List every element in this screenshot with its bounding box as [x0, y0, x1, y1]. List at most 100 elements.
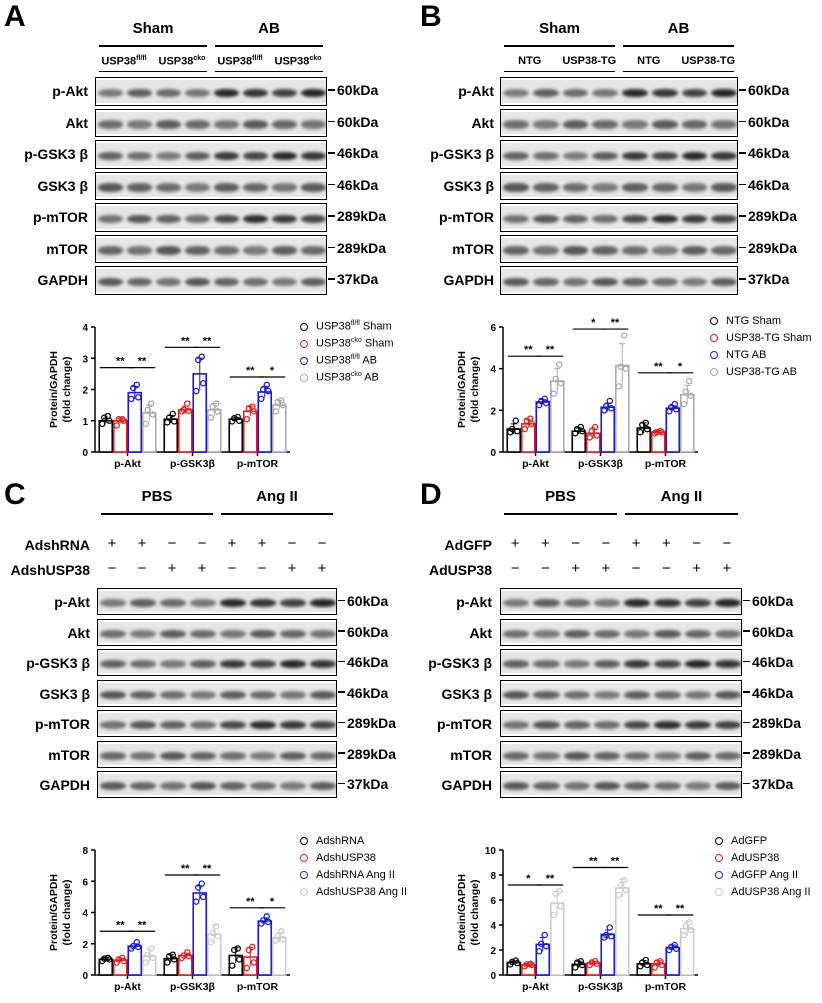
bar — [206, 409, 222, 453]
protein-band — [711, 246, 737, 255]
legend-item: AdGFP Ang II — [715, 866, 811, 883]
protein-band — [272, 120, 297, 129]
data-point — [602, 402, 610, 410]
data-point — [550, 390, 558, 397]
y-axis-label: Protein/GAPDH — [48, 874, 60, 951]
protein-band — [190, 782, 216, 791]
data-point — [667, 403, 675, 411]
protein-band — [714, 660, 741, 669]
kda-tick — [338, 752, 345, 754]
protein-band — [301, 277, 326, 287]
legend-label-base: USP38 — [316, 320, 351, 333]
data-point — [680, 400, 687, 408]
protein-band — [533, 660, 560, 669]
protein-band — [280, 660, 306, 669]
protein-band — [220, 629, 246, 638]
western-blot-gapdh — [500, 266, 738, 295]
protein-band — [562, 120, 589, 129]
protein-band — [156, 120, 181, 129]
protein-band — [651, 151, 678, 161]
legend-item: USP38cko Sham — [300, 335, 394, 352]
lane-label-base: NTG — [518, 55, 542, 67]
panel-letter: D — [420, 478, 442, 511]
data-point — [527, 960, 534, 968]
legend-marker — [300, 836, 308, 845]
protein-band — [301, 120, 326, 129]
western-blot-gsk3β — [97, 679, 337, 707]
lane-label: NTG — [500, 55, 560, 67]
protein-band — [563, 751, 590, 760]
protein-band — [503, 751, 530, 760]
protein-band — [220, 721, 246, 730]
bar — [679, 927, 695, 976]
blot-strip — [501, 621, 741, 643]
treatment-label: AdGFP — [444, 537, 492, 553]
y-tick-label: 2 — [490, 406, 496, 417]
data-point — [142, 959, 150, 966]
western-blot-p-gsk3β — [500, 140, 738, 169]
kda-tick — [739, 183, 746, 186]
protein-band — [220, 660, 246, 669]
kda-tick — [739, 120, 746, 123]
protein-band — [301, 214, 326, 224]
treatment-sign: − — [510, 560, 520, 577]
blot-row-label: Akt — [67, 624, 90, 641]
lane-label-superscript: fl/fl — [252, 55, 263, 62]
protein-band — [503, 88, 529, 98]
western-blot-mtor — [97, 740, 337, 768]
molecular-weight-label: 60kDa — [748, 113, 790, 130]
western-blot-gsk3β — [500, 679, 742, 707]
protein-band — [243, 246, 268, 255]
protein-band — [624, 629, 651, 638]
protein-band — [160, 629, 186, 638]
protein-band — [622, 246, 648, 255]
protein-band — [503, 782, 530, 791]
treatment-sign: − — [197, 535, 207, 552]
treatment-sign: + — [722, 560, 732, 577]
bar — [600, 406, 616, 453]
protein-band — [684, 690, 711, 699]
protein-band — [503, 120, 529, 129]
data-point — [586, 434, 593, 441]
legend-label-base: USP38 — [316, 371, 351, 384]
legend-label-base: USP38-TG Sham — [726, 331, 812, 344]
kda-tick — [743, 782, 750, 784]
kda-tick — [743, 721, 750, 723]
data-point — [194, 356, 202, 364]
kda-tick — [338, 599, 345, 601]
protein-band — [214, 151, 239, 161]
protein-band — [563, 599, 590, 608]
data-point — [130, 942, 137, 950]
protein-band — [190, 599, 216, 608]
data-point — [214, 932, 221, 940]
protein-band — [503, 690, 530, 699]
protein-band — [243, 88, 268, 98]
panel-letter: B — [420, 0, 442, 33]
blot-strip — [501, 206, 737, 229]
protein-band — [563, 690, 590, 699]
legend-marker — [710, 367, 718, 376]
kda-tick — [328, 152, 335, 154]
data-point — [245, 405, 252, 412]
protein-band — [593, 690, 620, 699]
blot-row-label: mTOR — [46, 240, 88, 257]
legend-marker — [300, 322, 308, 331]
data-point — [183, 400, 191, 407]
significance-label: ** — [654, 903, 663, 915]
protein-band — [185, 277, 210, 287]
data-point — [656, 958, 664, 965]
protein-band — [214, 183, 239, 192]
x-tick-label: p-mTOR — [645, 981, 687, 993]
treatment-label: AdshUSP38 — [10, 562, 90, 578]
lane-label-superscript: cko — [309, 55, 322, 62]
data-point — [685, 919, 693, 926]
bar — [112, 959, 128, 976]
y-tick-label: 10 — [485, 846, 497, 857]
treatment-sign: − — [287, 535, 297, 552]
protein-band — [185, 183, 210, 192]
group-header: Sham — [132, 20, 174, 37]
data-point — [128, 395, 135, 403]
data-point — [147, 945, 155, 952]
protein-band — [593, 751, 620, 760]
y-tick-label: 0 — [490, 448, 496, 459]
